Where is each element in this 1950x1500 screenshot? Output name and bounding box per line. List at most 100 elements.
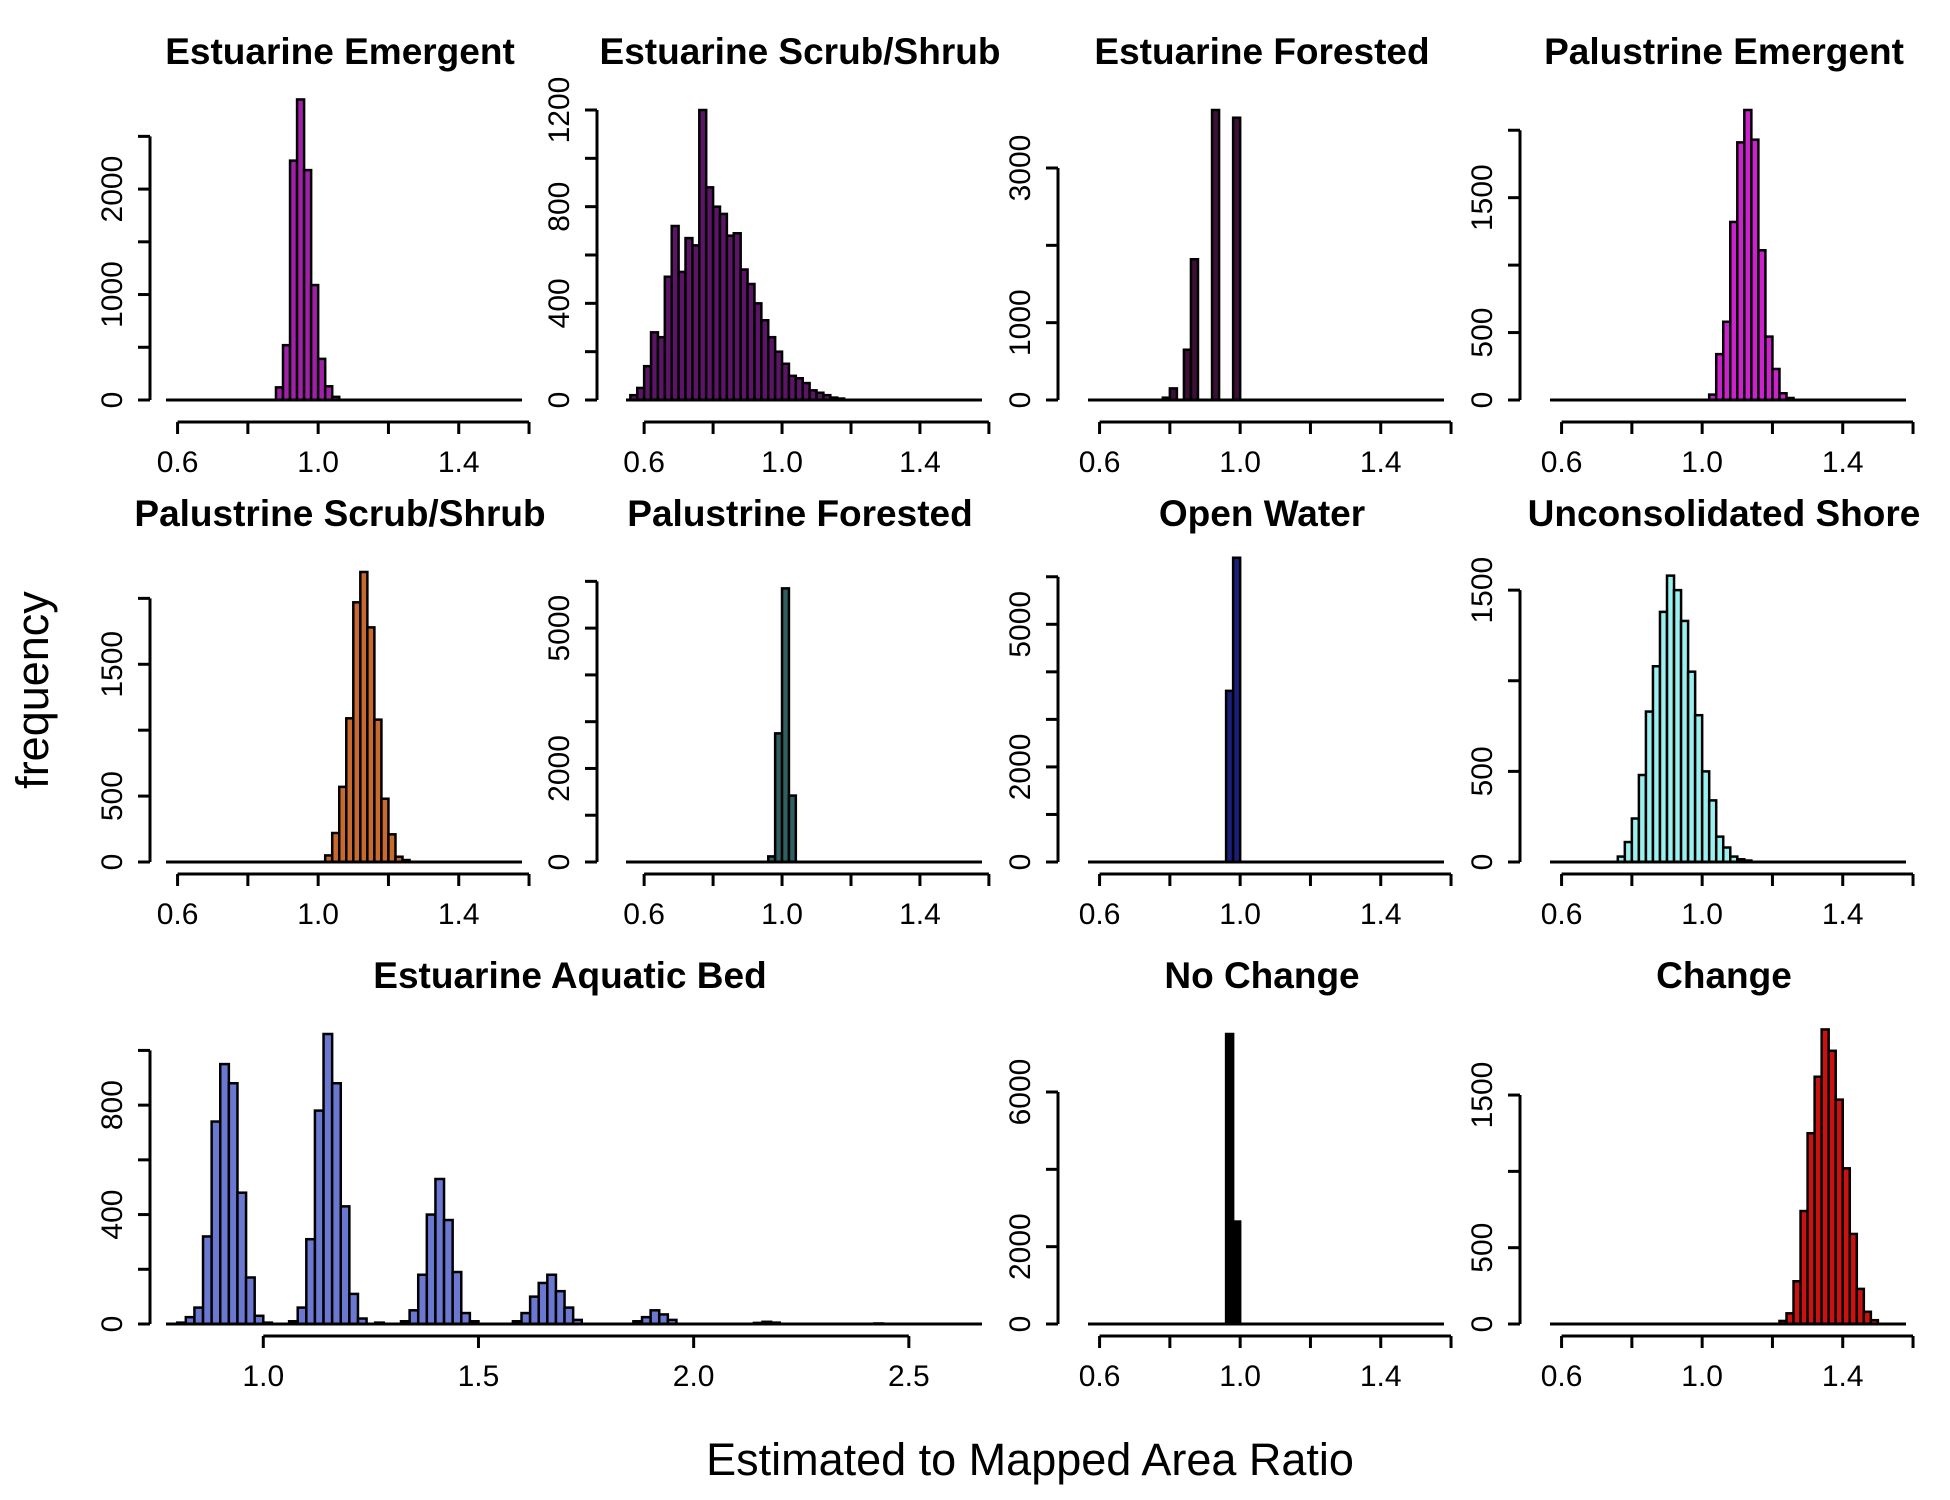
y-tick-label: 500 [96, 771, 129, 821]
y-axis-palustrine-scrub-shrub: 0 500 1500 [96, 596, 152, 871]
panel-title-change: Change [1656, 955, 1792, 996]
histogram-bar [305, 1237, 317, 1326]
x-axis-estuarine-scrub-shrub: 0.6 1.0 1.4 [623, 420, 991, 479]
y-axis-palustrine-emergent: 0 500 1500 [1466, 128, 1522, 408]
x-tick-label: 0.6 [1541, 446, 1583, 479]
x-tick-label: 2.5 [888, 1360, 930, 1393]
panel-estuarine-emergent: Estuarine Emergent 0 1000 2000 0.6 1.0 1.4 [96, 31, 531, 479]
y-tick-label: 0 [543, 854, 576, 871]
y-tick-label: 0 [96, 854, 129, 871]
x-tick-label: 1.0 [1681, 446, 1723, 479]
y-tick-label: 6000 [1004, 1059, 1037, 1126]
y-tick-label: 400 [96, 1190, 129, 1240]
panel-open-water: Open Water 0 2000 5000 0.6 1.0 1.4 [1004, 493, 1453, 931]
y-tick-label: 800 [96, 1080, 129, 1130]
y-tick-label: 5000 [543, 595, 576, 662]
y-tick-label: 2000 [96, 156, 129, 223]
x-tick-label: 1.0 [1219, 1360, 1261, 1393]
y-axis-estuarine-emergent: 0 1000 2000 [96, 134, 152, 408]
x-tick-label: 1.5 [458, 1360, 500, 1393]
histogram-bar [1231, 556, 1242, 864]
histogram-bar [520, 1311, 532, 1326]
y-tick-label: 0 [1466, 1316, 1499, 1333]
histogram-bar [787, 794, 798, 864]
x-axis-palustrine-forested: 0.6 1.0 1.4 [623, 872, 991, 931]
x-tick-label: 2.0 [673, 1360, 715, 1393]
bars-no-change [1224, 1032, 1242, 1326]
histogram-bar [210, 1120, 222, 1326]
panel-title-palustrine-emergent: Palustrine Emergent [1544, 31, 1904, 72]
histogram-bar [296, 1306, 308, 1326]
x-axis-change: 0.6 1.0 1.4 [1541, 1334, 1915, 1393]
panel-palustrine-emergent: Palustrine Emergent 0 500 1500 0.6 1.0 1.4 [1466, 31, 1915, 479]
histogram-bar [1189, 258, 1200, 402]
bars-palustrine-forested [767, 587, 798, 864]
panel-title-estuarine-emergent: Estuarine Emergent [165, 31, 515, 72]
panel-estuarine-forested: Estuarine Forested 0 1000 3000 0.6 1.0 1.4 [1004, 31, 1453, 479]
histogram-bar [434, 1177, 446, 1326]
x-axis-estuarine-forested: 0.6 1.0 1.4 [1079, 420, 1453, 479]
panel-palustrine-forested: Palustrine Forested 0 2000 5000 0.6 1.0 1.4 [543, 493, 991, 931]
x-tick-label: 1.4 [1822, 1360, 1864, 1393]
histogram-bar [451, 1270, 463, 1326]
y-tick-label: 2000 [543, 735, 576, 802]
x-axis-estuarine-emergent: 0.6 1.0 1.4 [157, 420, 531, 479]
x-axis-palustrine-scrub-shrub: 0.6 1.0 1.4 [157, 872, 531, 931]
histogram-bar [193, 1306, 205, 1326]
x-tick-label: 1.4 [438, 446, 480, 479]
histogram-bar [236, 1191, 248, 1326]
histogram-bar [244, 1276, 256, 1326]
y-axis-palustrine-forested: 0 2000 5000 [543, 579, 599, 871]
histogram-bar [1168, 387, 1179, 402]
histogram-bar [460, 1311, 472, 1326]
x-tick-label: 0.6 [1541, 898, 1583, 931]
panel-unconsolidated-shore: Unconsolidated Shore 0 500 1500 0.6 1.0 1.4 [1466, 493, 1920, 931]
x-axis-palustrine-emergent: 0.6 1.0 1.4 [1541, 420, 1915, 479]
histogram-bar [201, 1235, 213, 1326]
x-tick-label: 1.0 [297, 898, 339, 931]
y-tick-label: 400 [543, 278, 576, 328]
histogram-bar [563, 1306, 575, 1326]
x-axis-estuarine-aquatic-bed: 1.0 1.5 2.0 2.5 [242, 1334, 930, 1393]
x-tick-label: 1.4 [438, 898, 480, 931]
y-tick-label: 500 [1466, 308, 1499, 358]
y-tick-label: 0 [543, 392, 576, 409]
panel-title-no-change: No Change [1164, 955, 1359, 996]
panel-title-palustrine-scrub-shrub: Palustrine Scrub/Shrub [134, 493, 545, 534]
y-tick-label: 0 [1004, 392, 1037, 409]
bars-palustrine-emergent [1707, 108, 1795, 402]
y-tick-label: 5000 [1004, 591, 1037, 658]
bars-change [1778, 1028, 1880, 1326]
histogram-bar [442, 1218, 454, 1326]
y-tick-label: 0 [96, 1316, 129, 1333]
panel-title-open-water: Open Water [1159, 493, 1365, 534]
panel-palustrine-scrub-shrub: Palustrine Scrub/Shrub 0 500 1500 0.6 1.0 1.4 [96, 493, 546, 931]
histogram-bar [408, 1309, 420, 1326]
y-tick-label: 2000 [1004, 734, 1037, 801]
panel-title-estuarine-scrub-shrub: Estuarine Scrub/Shrub [600, 31, 1001, 72]
x-tick-label: 0.6 [623, 898, 665, 931]
x-axis-unconsolidated-shore: 0.6 1.0 1.4 [1541, 872, 1915, 931]
y-tick-label: 1500 [96, 631, 129, 698]
histogram-bar [1231, 116, 1242, 402]
y-tick-label: 0 [1004, 854, 1037, 871]
histogram-bar [416, 1273, 429, 1326]
x-tick-label: 1.4 [899, 898, 941, 931]
histogram-bar [330, 1082, 343, 1326]
histogram-bar [1231, 1220, 1242, 1326]
histogram-bar [348, 1292, 360, 1326]
x-tick-label: 1.0 [761, 446, 803, 479]
x-tick-label: 0.6 [1079, 898, 1121, 931]
histogram-bar [1210, 108, 1221, 402]
y-axis-estuarine-forested: 0 1000 3000 [1004, 135, 1060, 409]
x-tick-label: 0.6 [1079, 446, 1121, 479]
y-tick-label: 0 [1466, 854, 1499, 871]
histogram-bar [313, 1109, 325, 1326]
panel-change: Change 0 500 1500 0.6 1.0 1.4 [1466, 955, 1915, 1393]
y-axis-no-change: 0 2000 6000 [1004, 1059, 1060, 1332]
x-tick-label: 1.4 [1822, 446, 1864, 479]
x-tick-label: 1.4 [1360, 446, 1402, 479]
panel-no-change: No Change 0 2000 6000 0.6 1.0 1.4 [1004, 955, 1453, 1393]
